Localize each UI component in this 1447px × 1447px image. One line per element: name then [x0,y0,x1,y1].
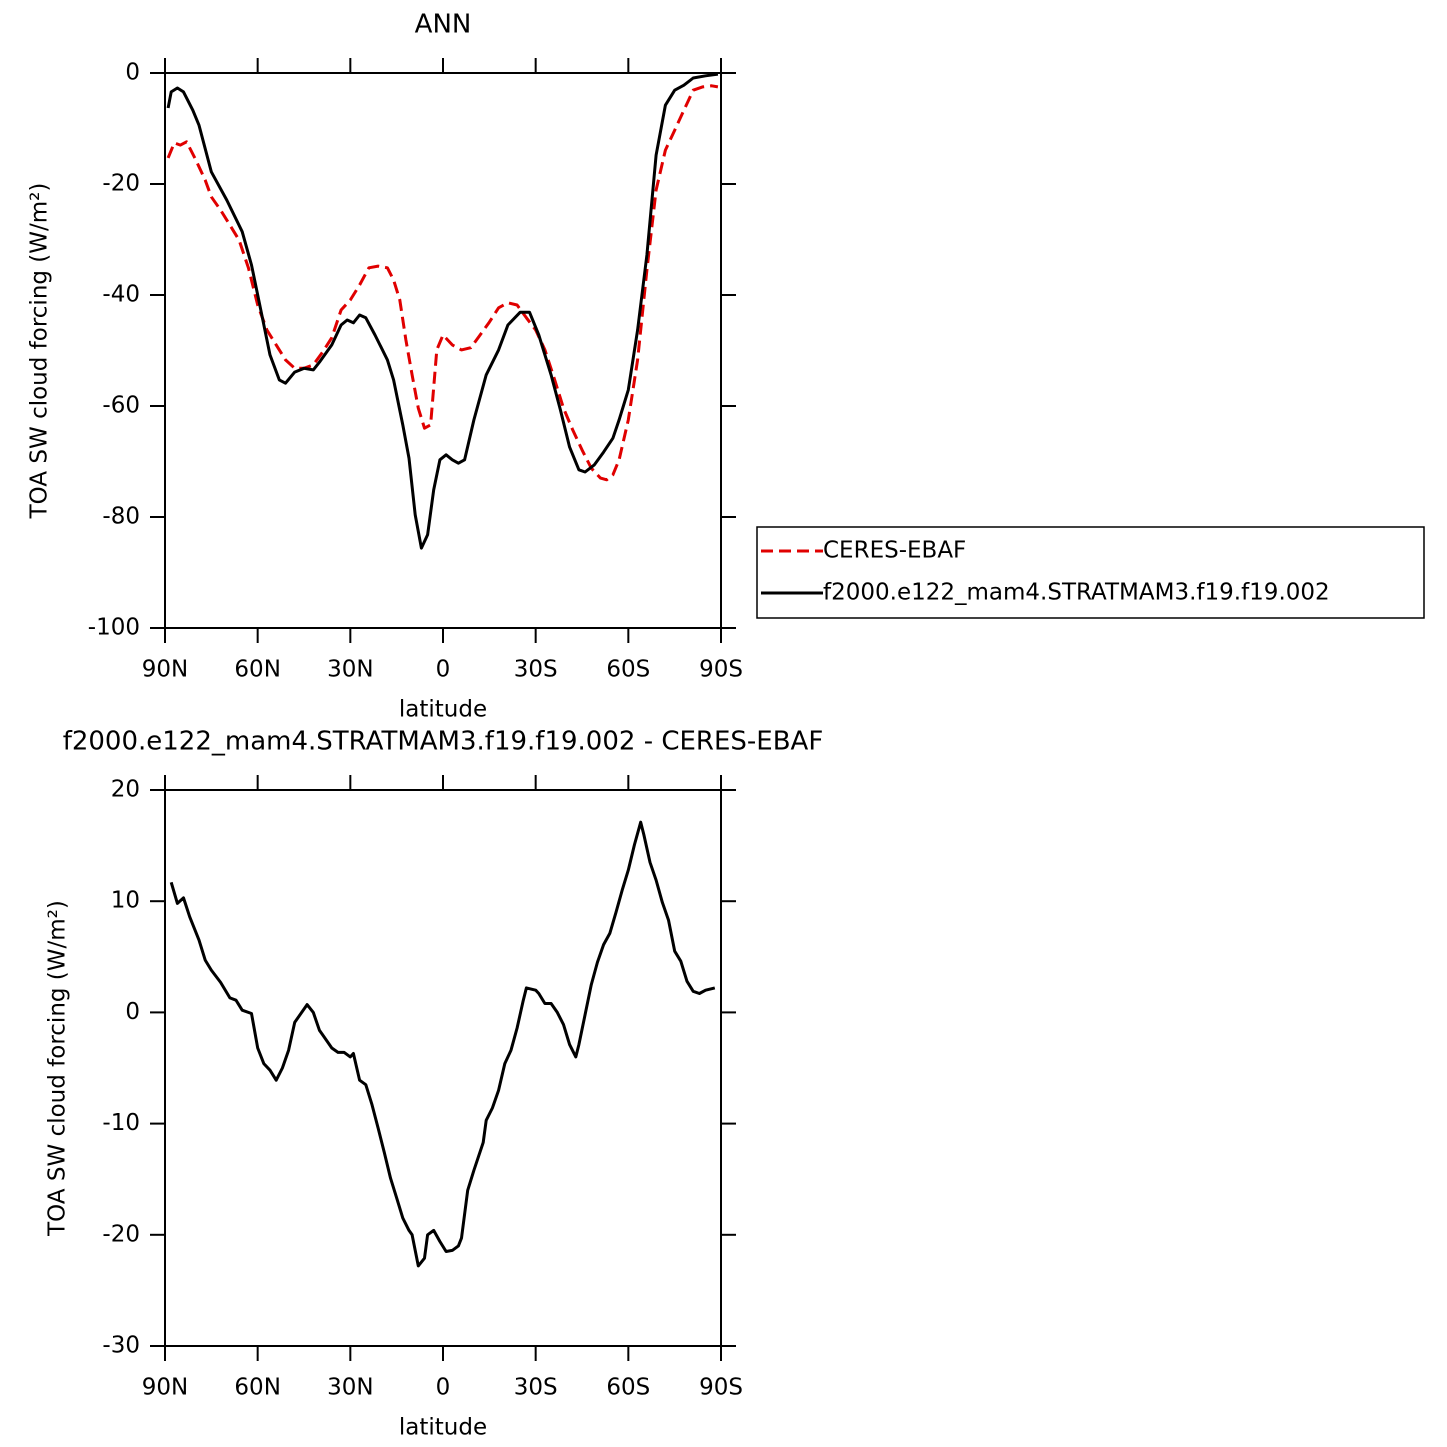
series-line [166,72,719,550]
x-tick-label: 0 [436,657,451,683]
legend-label: f2000.e122_mam4.STRATMAM3.f19.f19.002 [823,580,1330,606]
x-tick-label: 90N [142,657,188,683]
plot-frame [164,789,722,1347]
y-tick-label: -40 [102,282,140,308]
y-tick-label: -20 [102,171,140,197]
x-tick-label: 30S [514,1375,558,1401]
chart-title: f2000.e122_mam4.STRATMAM3.f19.f19.002 - … [63,727,824,757]
y-tick-label: 0 [125,60,140,86]
x-axis-label: latitude [399,697,487,723]
x-tick-label: 60N [234,657,280,683]
x-tick-label: 90S [699,657,743,683]
y-axis-label: TOA SW cloud forcing (W/m²) [45,900,71,1237]
y-tick-label: 10 [111,888,140,914]
x-tick-label: 60S [606,1375,650,1401]
x-tick-label: 30S [514,657,558,683]
y-tick-label: 20 [111,777,140,803]
y-tick-label: -30 [102,1333,140,1359]
y-tick-label: -20 [102,1221,140,1247]
series-line [166,84,719,482]
series-line [169,820,716,1268]
x-tick-label: 60N [234,1375,280,1401]
x-axis-label: latitude [399,1415,487,1441]
y-axis-label: TOA SW cloud forcing (W/m²) [27,183,53,520]
y-tick-label: 0 [125,999,140,1025]
x-tick-label: 90N [142,1375,188,1401]
y-tick-label: -10 [102,1110,140,1136]
legend: CERES-EBAF f2000.e122_mam4.STRATMAM3.f19.… [756,526,1425,619]
chart-title: ANN [415,10,472,40]
y-tick-label: -100 [88,615,140,641]
x-tick-label: 60S [606,657,650,683]
plot-frame [164,72,722,629]
x-tick-label: 30N [327,657,373,683]
x-tick-label: 30N [327,1375,373,1401]
legend-box [756,526,1425,619]
x-tick-label: 90S [699,1375,743,1401]
y-tick-label: -80 [102,504,140,530]
legend-label: CERES-EBAF [823,538,966,564]
x-tick-label: 0 [436,1375,451,1401]
y-tick-label: -60 [102,393,140,419]
